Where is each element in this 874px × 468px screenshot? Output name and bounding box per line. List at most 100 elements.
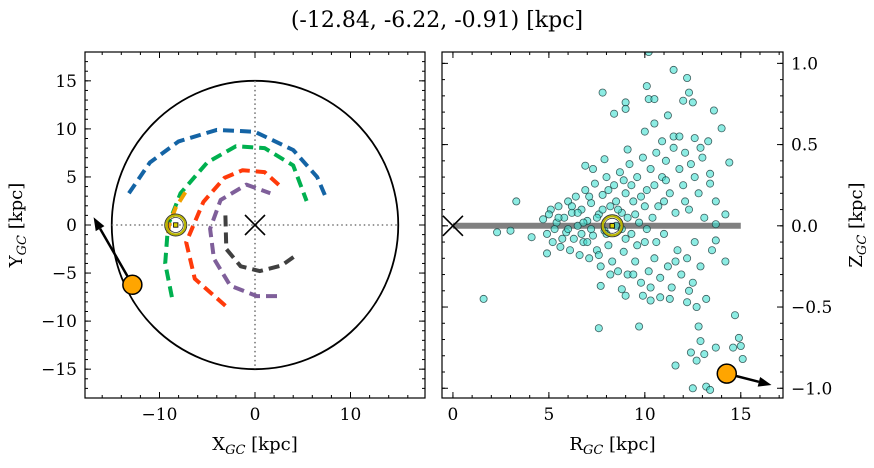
scatter-point (661, 156, 670, 165)
scatter-point (577, 229, 586, 238)
scatter-point (679, 96, 688, 105)
scatter-point (725, 158, 734, 167)
scatter-point (644, 267, 653, 276)
scatter-point (564, 225, 573, 234)
scatter-point (660, 197, 669, 206)
scatter-point (544, 210, 553, 219)
y-label-unit: [kpc] (846, 182, 867, 234)
scatter-point (610, 181, 619, 190)
y-tick-label: 10 (55, 120, 77, 140)
scatter-point (575, 251, 584, 260)
y-tick-label: 1.0 (791, 54, 818, 74)
scatter-point (736, 341, 745, 350)
y-tick-label: 0.0 (791, 217, 818, 237)
scatter-point (567, 202, 576, 211)
scatter-point (602, 173, 611, 182)
x-label-main: R (569, 434, 583, 455)
sun-marker-icon (600, 214, 624, 238)
arrow-head (757, 376, 772, 387)
scatter-point (663, 262, 672, 271)
scatter-point (627, 181, 636, 190)
scatter-point (696, 337, 705, 346)
scatter-point (690, 134, 699, 143)
scatter-point (579, 218, 588, 227)
scatter-point (646, 283, 655, 292)
scatter-point (708, 246, 717, 255)
scatter-point (621, 234, 630, 243)
x-axis-label: XGC [kpc] (212, 434, 297, 458)
scatter-point (527, 233, 536, 242)
scatter-point (688, 98, 697, 107)
scatter-point (583, 238, 592, 247)
scatter-point (711, 220, 720, 229)
x-stroke (244, 214, 266, 236)
scatter-point (654, 202, 663, 211)
x-label-subscript: GC (225, 443, 245, 458)
scatter-point (646, 296, 655, 305)
sun-outer-ring (600, 214, 624, 238)
scatter-point (543, 249, 552, 258)
scatter-point (656, 293, 665, 302)
scatter-point (556, 242, 565, 251)
scatter-point (614, 267, 623, 276)
scatter-point (698, 153, 707, 162)
scatter-point (692, 302, 701, 311)
y-tick-label: −15 (41, 360, 77, 380)
scatter-point (539, 215, 548, 224)
scatter-point (619, 247, 628, 256)
scatter-point (648, 213, 657, 222)
scatter-point (638, 153, 647, 162)
scatter-point (598, 88, 607, 97)
sun-center (609, 223, 615, 229)
scatter-point (700, 350, 709, 359)
scatter-point (681, 197, 690, 206)
scatter-point (700, 213, 709, 222)
scatter-point (592, 213, 601, 222)
scatter-point (627, 229, 636, 238)
y-tick-label: 15 (55, 72, 77, 92)
arrow-shaft (98, 227, 134, 286)
scatter-point (589, 164, 598, 173)
y-tick-label: −0.5 (791, 298, 832, 318)
sun-center (173, 222, 179, 228)
scatter-point (709, 106, 718, 115)
scatter-point (558, 234, 567, 243)
galactic-center-x-icon (244, 214, 266, 236)
scatter-point (608, 257, 617, 266)
scatter-point (683, 298, 692, 307)
y-tick-label: −5 (52, 264, 77, 284)
scatter-point (635, 218, 644, 227)
scatter-point (621, 189, 630, 198)
x-tick-label: −10 (142, 405, 178, 425)
scatter-point (604, 241, 613, 250)
scatter-point (652, 238, 661, 247)
scatter-point (573, 208, 582, 217)
x-tick-label: 0 (250, 405, 261, 425)
scatter-point (621, 104, 630, 113)
y-tick-label: 0 (66, 216, 77, 236)
scatter-point (721, 210, 730, 219)
scatter-point (656, 273, 665, 282)
sun-outer-ring (164, 213, 188, 237)
axes-frame (441, 51, 784, 399)
scatter-point (585, 254, 594, 263)
scatter-point (671, 257, 680, 266)
scatter-point (661, 176, 670, 185)
x-tick-label: 15 (730, 405, 752, 425)
scatter-point (704, 137, 713, 146)
scatter-point (706, 179, 715, 188)
scatter-point (692, 356, 701, 365)
x-label-unit: [kpc] (245, 434, 297, 455)
scatter-point (717, 124, 726, 133)
scatter-point (633, 241, 642, 250)
x-tick-label: 10 (340, 405, 362, 425)
scatter-point (571, 192, 580, 201)
scatter-point (493, 228, 502, 237)
scatter-point (652, 148, 661, 157)
scatter-point (479, 294, 488, 303)
scatter-point (694, 189, 703, 198)
object-marker (716, 363, 738, 384)
